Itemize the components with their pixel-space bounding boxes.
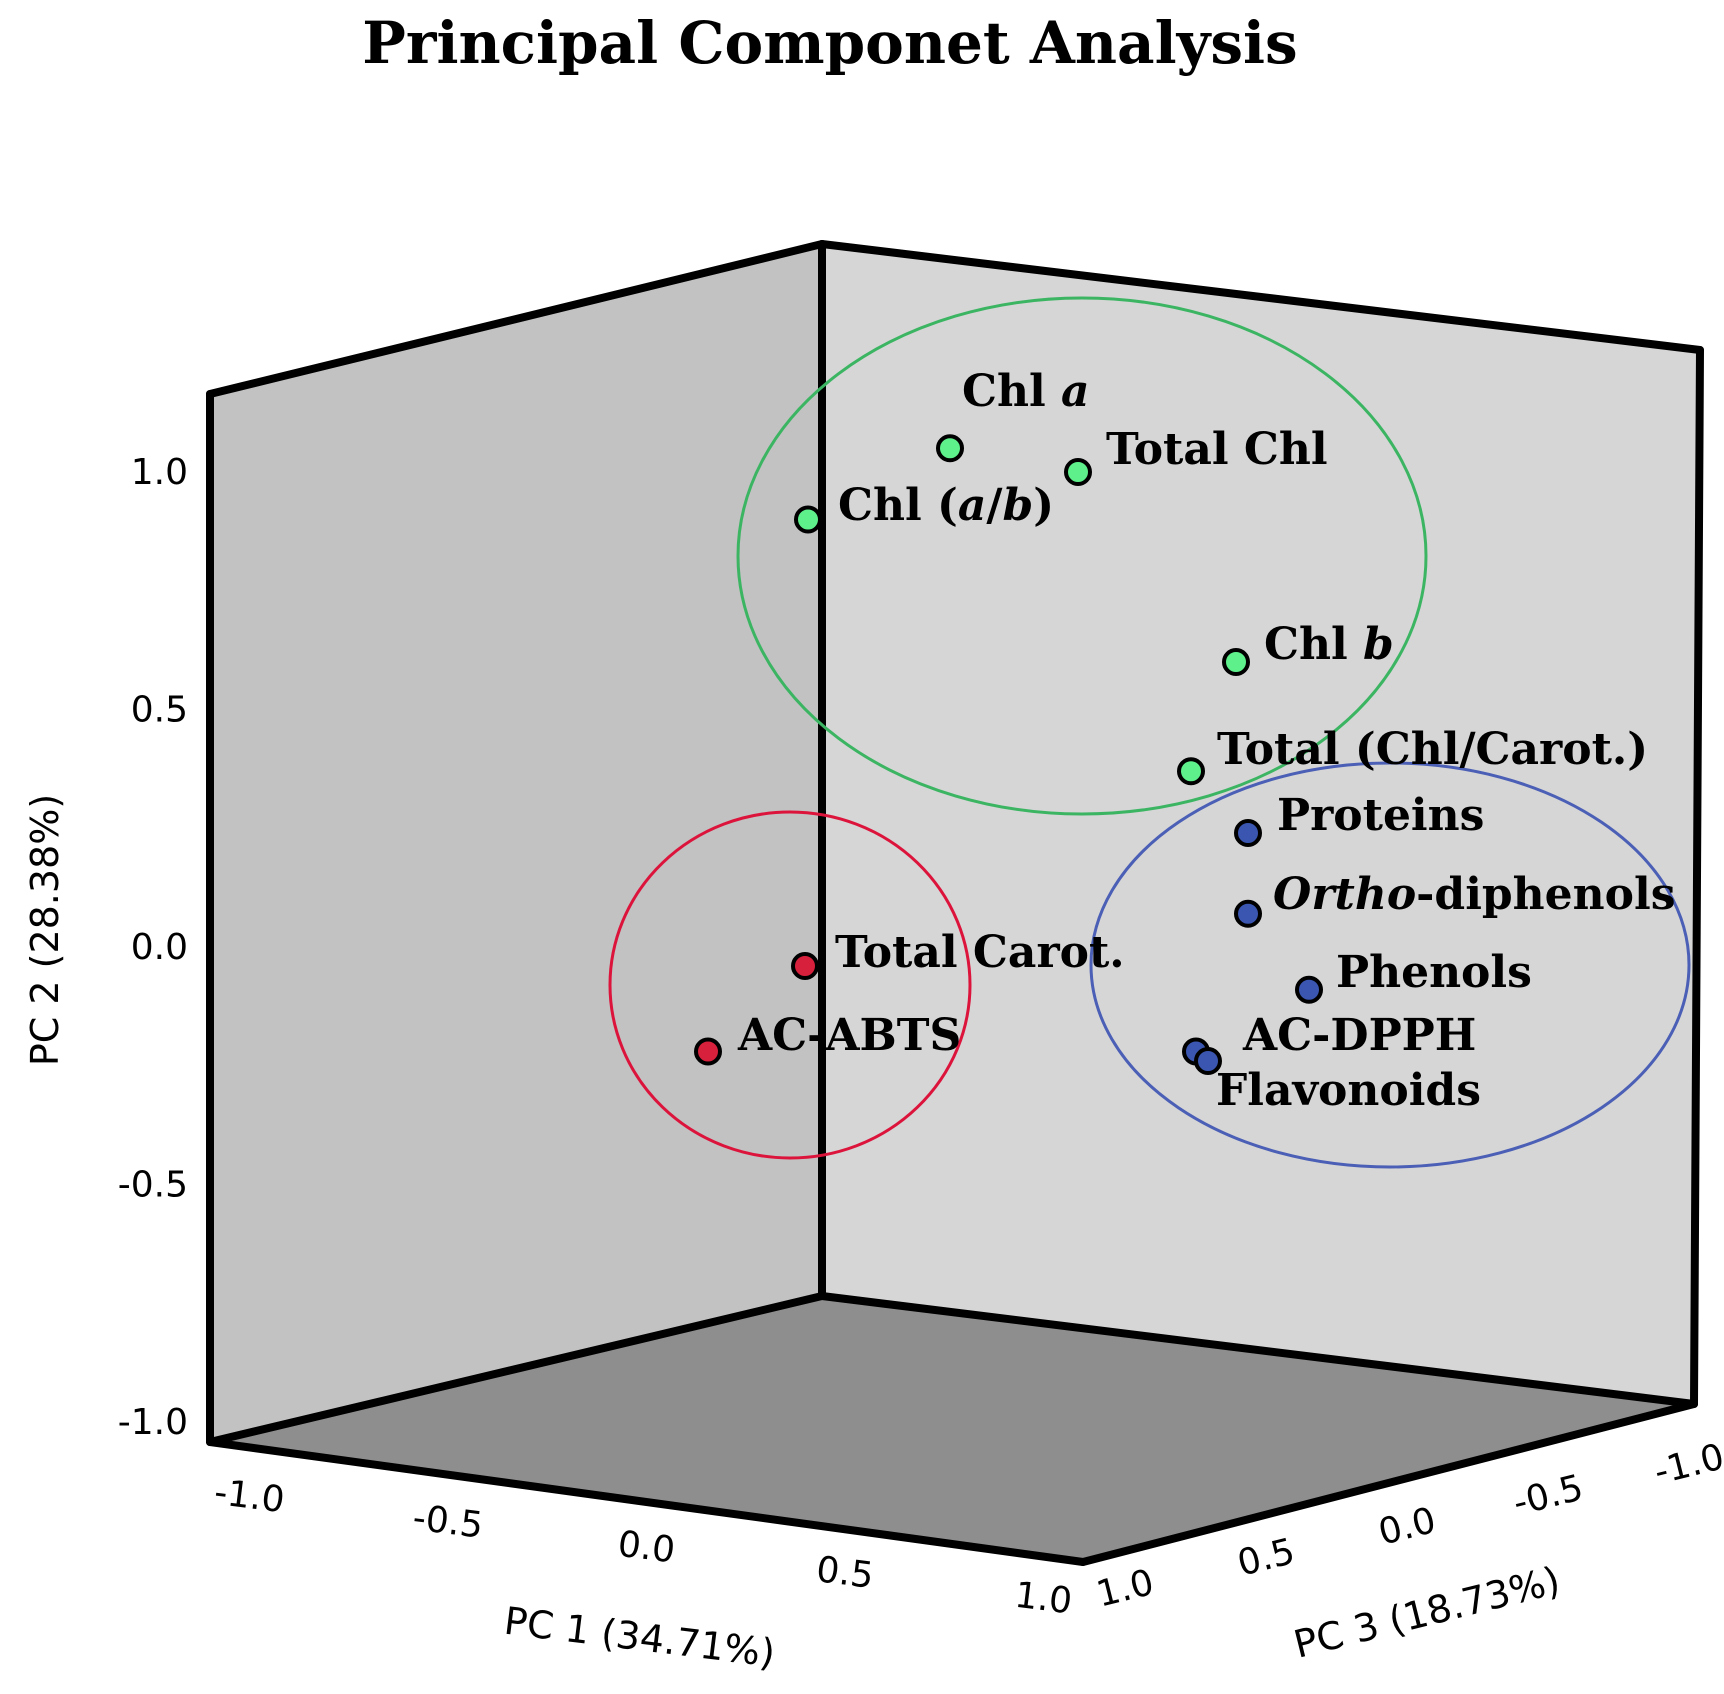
data-point	[1295, 975, 1323, 1004]
y-tick-label: 0.5	[131, 690, 188, 731]
floor	[210, 1296, 1694, 1562]
x-tick-label: 0.5	[814, 1549, 876, 1597]
point-label: Total Carot.	[835, 927, 1125, 978]
point-label: Phenols	[1336, 947, 1532, 998]
x-tick-label: 0.0	[615, 1524, 677, 1572]
point-label: Chl a	[962, 366, 1090, 417]
cube-edge	[206, 240, 826, 398]
data-point	[794, 505, 822, 534]
cube-edge	[1690, 346, 1704, 1408]
x-axis-label: PC 1 (34.71%)	[502, 1599, 778, 1676]
y-tick-label: 1.0	[131, 452, 188, 493]
y-tick-label: -0.5	[118, 1165, 188, 1206]
z-tick-label: 0.0	[1374, 1500, 1439, 1554]
data-point	[1222, 648, 1250, 676]
data-point	[1194, 1047, 1222, 1075]
x-tick-label: -1.0	[212, 1472, 287, 1521]
point-label: AC-ABTS	[737, 1010, 961, 1061]
point-label: Proteins	[1277, 790, 1484, 841]
point-label: Total Chl	[1106, 424, 1328, 475]
z-tick-label: -1.0	[1650, 1436, 1724, 1493]
point-label: Chl (a/b)	[838, 480, 1054, 531]
cube-edge	[1079, 1400, 1698, 1566]
x-tick-label: -0.5	[411, 1497, 486, 1546]
point-label: AC-DPPH	[1242, 1010, 1476, 1061]
cube-edge	[206, 1292, 826, 1446]
left-wall	[210, 244, 822, 1442]
cube-edge	[818, 240, 1704, 354]
data-point	[1234, 819, 1262, 847]
cluster-ellipse-blue	[1089, 761, 1691, 1169]
data-point	[694, 1037, 722, 1066]
point-label: Ortho-diphenols	[1273, 869, 1676, 920]
y-tick-label: 0.0	[131, 927, 188, 968]
chart-title: Principal Componet Analysis	[362, 9, 1297, 77]
data-point	[1064, 458, 1092, 486]
point-label: Total (Chl/Carot.)	[1217, 724, 1648, 775]
x-tick-label: 1.0	[1012, 1575, 1074, 1623]
right-wall	[822, 244, 1700, 1404]
cube-edge	[206, 1438, 1087, 1566]
data-point	[791, 952, 819, 980]
point-label: Flavonoids	[1216, 1065, 1481, 1116]
z-axis-label: PC 3 (18.73%)	[1289, 1558, 1564, 1667]
data-point	[936, 434, 964, 463]
z-tick-label: 1.0	[1092, 1562, 1157, 1616]
y-axis-label: PC 2 (28.38%)	[23, 794, 67, 1066]
point-label: Chl b	[1264, 619, 1394, 670]
data-point	[1234, 899, 1262, 928]
data-point	[1177, 757, 1205, 786]
cluster-ellipse-green	[736, 296, 1428, 816]
z-tick-label: -0.5	[1509, 1467, 1587, 1524]
z-tick-label: 0.5	[1233, 1531, 1298, 1585]
y-tick-label: -1.0	[118, 1402, 188, 1443]
cluster-ellipse-red	[608, 810, 972, 1160]
cube-edge	[818, 1292, 1698, 1408]
